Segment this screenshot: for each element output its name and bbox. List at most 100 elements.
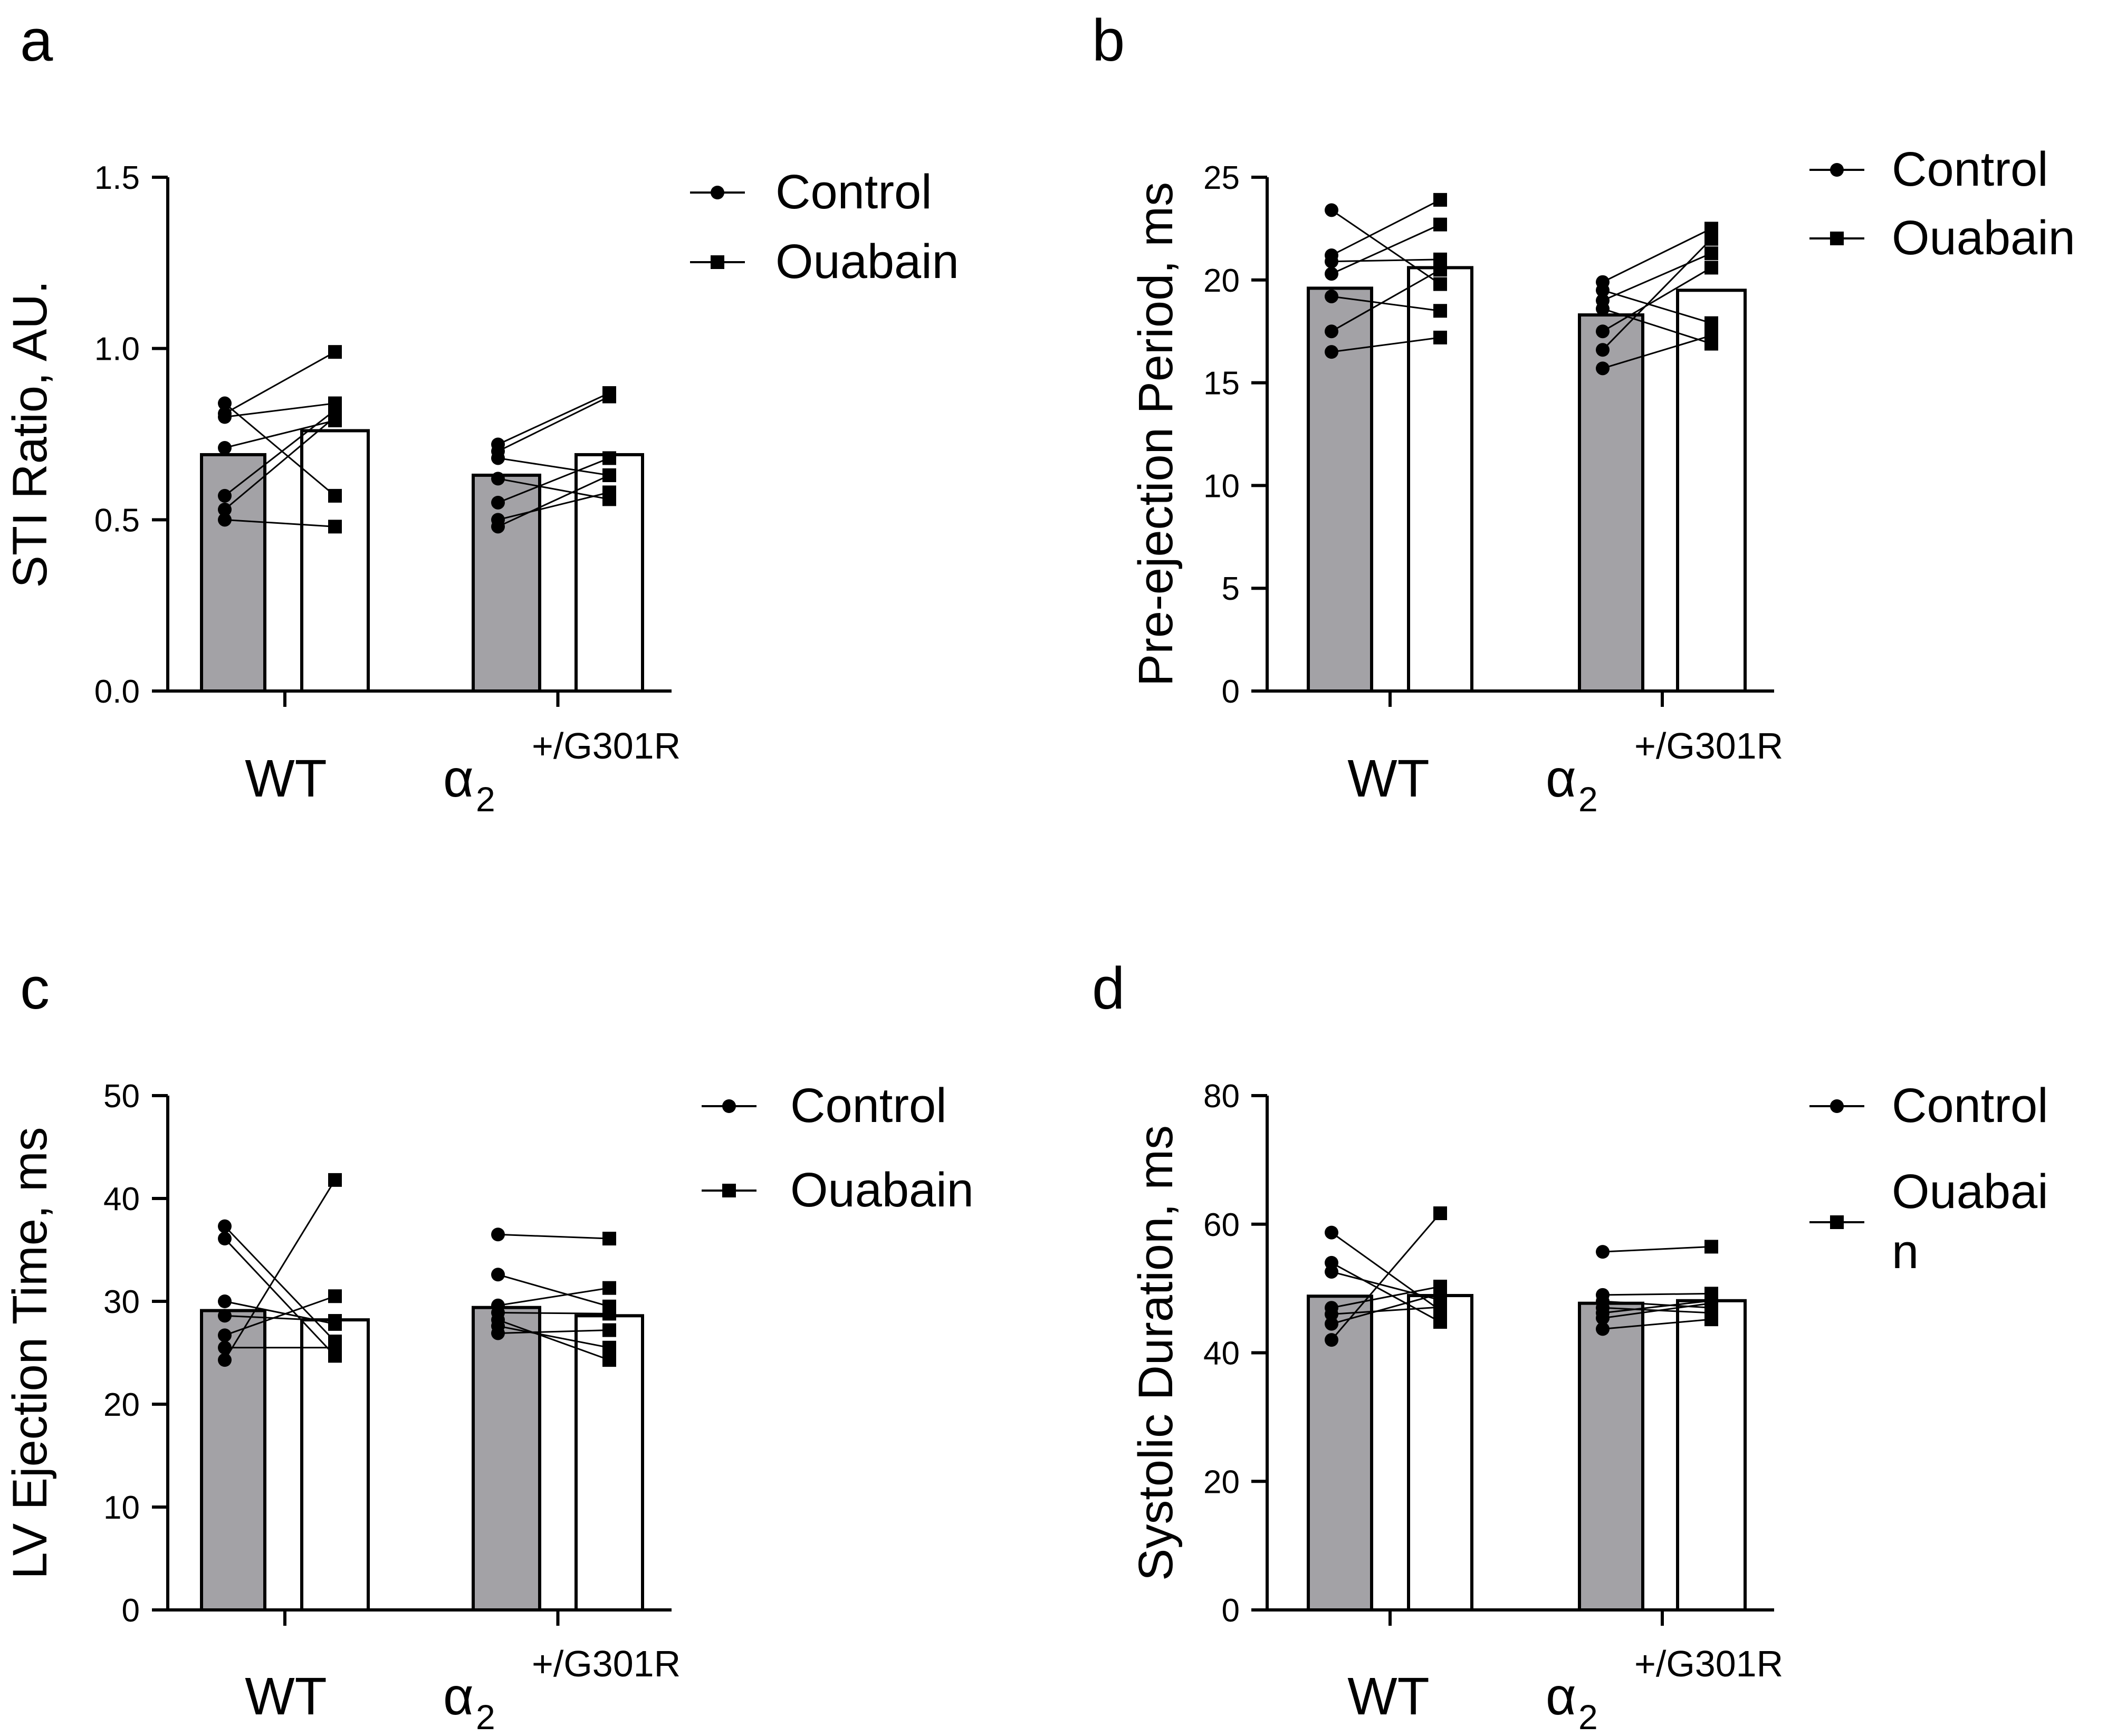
legend-control-marker [711,186,724,199]
point-ouabain [328,1314,342,1328]
y-axis-label: STI Ratio, AU. [3,281,57,588]
panel-d-legend: Control Ouabai n [1809,1079,2048,1279]
y-axis-label: Pre-ejection Period, ms [1129,182,1183,686]
legend-ouabain-marker [1830,232,1844,245]
pair-line [497,1319,610,1361]
panel-a: a Control Ouabain 0.0 0.5 1.0 1.5 STI Ratio,… [3,7,959,819]
bar-control-mutant [1578,1301,1644,1612]
point-ouabain [1433,263,1447,277]
pair-line [497,1287,610,1307]
pair-line [1602,308,1712,345]
point-ouabain [602,1232,616,1246]
y-tick-label: 30 [103,1284,140,1320]
pair-line [1331,1232,1441,1311]
bar-ouabain-mutant [1676,1299,1747,1612]
legend-ouabain-marker [1830,1215,1844,1229]
bar-control-wt [200,453,266,693]
point-ouabain [602,451,616,465]
point-control [1596,324,1610,339]
point-control [491,1227,505,1242]
point-ouabain [1433,304,1447,318]
panel-b-letter: b [1092,7,1125,73]
point-control [1596,283,1610,298]
pair-line [497,1325,610,1349]
y-tick-label: 0.5 [94,502,140,539]
pair-line [497,474,610,527]
bar-ouabain-wt [300,1318,370,1612]
pair-line [497,491,610,521]
point-ouabain [1433,217,1447,232]
category-label-mutant-sup: +/G301R [532,1643,681,1684]
point-ouabain [1433,277,1447,291]
y-tick-label: 0 [122,1593,140,1629]
category-label-wt: WT [245,749,327,808]
pair-line [1331,295,1441,312]
bar-ouabain-wt [300,429,370,693]
y-tick-label: 15 [1203,366,1240,402]
pair-line [224,1238,336,1357]
panel-c-letter: c [20,955,50,1021]
bar-control-wt [1307,1294,1373,1612]
pair-line [224,416,336,511]
point-ouabain [602,1323,616,1337]
point-ouabain [1433,1206,1447,1221]
point-control [1325,1307,1338,1321]
point-ouabain [328,1340,342,1355]
panel-b: b Control Ouabain 0 5 10 15 20 25 Pre-ejection… [1092,7,2075,819]
legend-control-marker [1830,163,1844,177]
point-ouabain [602,1307,616,1321]
point-control [1596,302,1610,316]
panel-d-letter: d [1092,955,1125,1021]
pair-line [1602,1300,1712,1314]
y-tick-label: 1.5 [94,160,140,196]
point-control [1325,324,1338,339]
pair-line [1602,1245,1712,1253]
pair-line [497,1311,610,1315]
pair-line [224,1179,336,1360]
point-control [491,1326,505,1340]
pair-line [224,519,336,527]
pair-line [497,1329,610,1334]
point-control [491,1268,505,1282]
point-control [1325,1225,1338,1240]
pair-line [497,396,610,452]
y-tick-label: 20 [1203,1464,1240,1500]
category-label-mutant-sub: 2 [476,1697,495,1736]
point-ouabain [328,345,342,359]
point-ouabain [602,485,616,500]
point-control [218,1232,232,1246]
legend-control-label: Control [775,165,932,219]
category-label-mutant-sup: +/G301R [1634,725,1783,766]
pair-line [1331,337,1441,353]
category-label-mutant-sup: +/G301R [532,725,681,766]
point-control [218,440,232,455]
y-tick-label: 1.0 [94,331,140,368]
point-ouabain [1704,246,1718,261]
panel-a-legend: Control Ouabain [690,165,959,289]
pair-line [1602,1292,1712,1296]
pair-line [1602,1300,1712,1309]
point-control [218,513,232,527]
y-tick-label: 60 [1203,1207,1240,1243]
point-ouabain [328,488,342,503]
point-control [1596,343,1610,357]
pair-line [224,402,336,418]
y-tick-label: 80 [1203,1078,1240,1115]
pair-line [1331,1286,1441,1309]
pair-line [1331,1306,1441,1315]
pair-line [1331,258,1441,263]
bar-control-wt [1307,286,1373,693]
point-control [1596,1322,1610,1336]
pair-line [1330,1213,1441,1341]
point-control [1325,289,1338,303]
point-control [218,407,232,421]
y-tick-label: 0 [1222,1593,1240,1629]
y-tick-label: 0.0 [94,674,140,710]
y-tick-label: 25 [1203,160,1240,196]
y-tick-label: 10 [1203,468,1240,504]
point-ouabain [602,468,616,482]
pair-line [1331,199,1441,256]
y-tick-label: 40 [103,1181,140,1217]
pair-line [1331,1262,1441,1323]
